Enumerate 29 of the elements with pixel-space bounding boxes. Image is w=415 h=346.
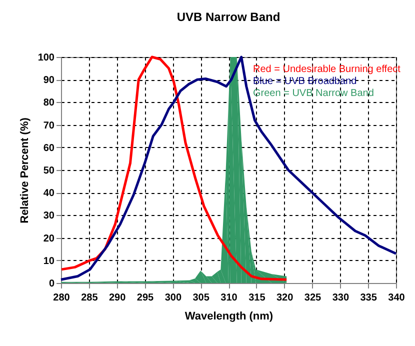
y-tick-label: 20 bbox=[43, 233, 55, 244]
chart-title: UVB Narrow Band bbox=[176, 10, 280, 24]
x-tick-label: 285 bbox=[81, 292, 98, 304]
x-tick-label: 280 bbox=[53, 292, 70, 304]
x-tick-label: 330 bbox=[332, 292, 350, 304]
text: Red = Undesirable Burning effect bbox=[253, 64, 401, 75]
y-tick-label: 40 bbox=[43, 188, 55, 200]
y-tick-label: 50 bbox=[43, 166, 55, 176]
x-tick-label: 340 bbox=[388, 292, 406, 304]
x-tick-label: 320 bbox=[276, 292, 294, 304]
y-tick-label: 60 bbox=[43, 142, 55, 154]
x-tick-label: 335 bbox=[360, 292, 378, 304]
x-tick-label: 325 bbox=[304, 292, 322, 304]
y-tick-label: 10 bbox=[43, 256, 55, 267]
y-tick-label: 80 bbox=[43, 98, 55, 109]
x-tick-label: 315 bbox=[248, 292, 266, 304]
x-axis-title: Wavelength (nm) bbox=[184, 310, 274, 322]
y-tick-label: 30 bbox=[43, 210, 55, 222]
y-axis-title: Relative Percent (%) bbox=[18, 117, 31, 224]
x-tick-label: 290 bbox=[108, 292, 126, 304]
x-tick-label: 305 bbox=[192, 292, 210, 304]
y-tick-label: 70 bbox=[43, 120, 55, 132]
series-label: Green = UVB Narrow Band bbox=[253, 88, 374, 99]
x-tick-label: 295 bbox=[136, 292, 154, 304]
x-tick-label: 310 bbox=[220, 292, 238, 304]
y-tick-label: 0 bbox=[48, 278, 55, 290]
y-tick-label: 100 bbox=[38, 52, 55, 64]
y-tick-label: 90 bbox=[43, 75, 55, 86]
x-tick-label: 300 bbox=[164, 292, 182, 304]
